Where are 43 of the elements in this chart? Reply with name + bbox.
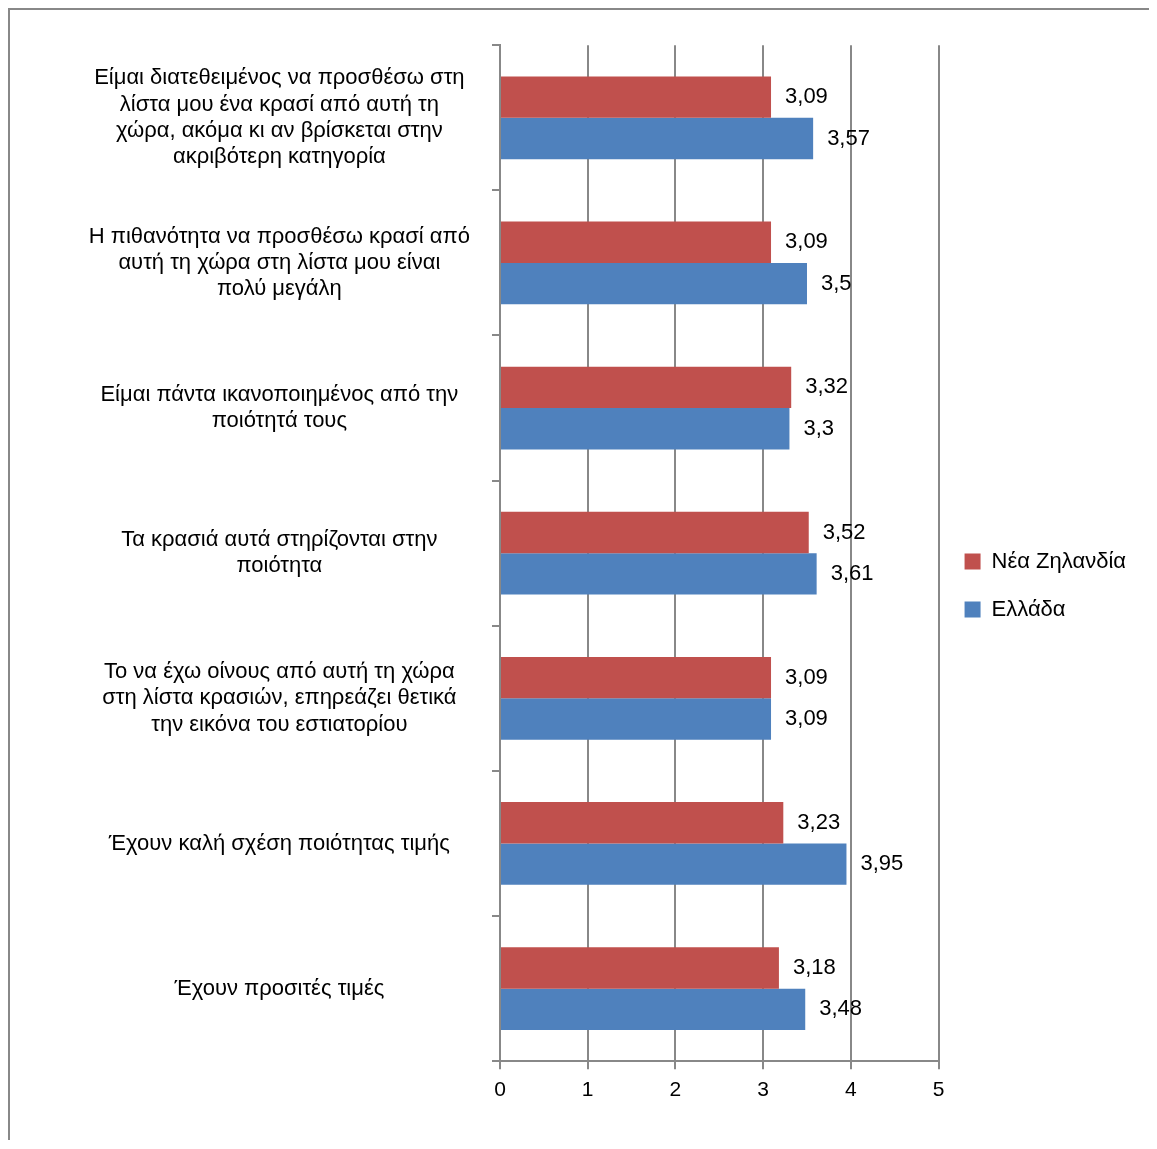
legend-label: Νέα Ζηλανδία — [991, 547, 1127, 573]
data-label: 3,09 — [785, 83, 828, 109]
bar — [501, 698, 772, 740]
bar — [501, 262, 807, 305]
bar — [501, 408, 790, 450]
data-label: 3,5 — [820, 269, 852, 295]
bar — [501, 843, 847, 885]
x-tick-label: 2 — [669, 1076, 682, 1100]
bar — [501, 802, 784, 844]
data-label: 3,18 — [792, 954, 836, 980]
bar — [501, 656, 772, 699]
bar — [501, 947, 779, 989]
x-tick-label: 1 — [581, 1076, 594, 1100]
data-label: 3,09 — [785, 663, 828, 689]
data-label: 3,32 — [805, 373, 849, 399]
y-tick-label: Έχουν προσιτές τιμές — [173, 974, 385, 1000]
legend-label: Ελλάδα — [991, 595, 1066, 621]
bar — [501, 553, 817, 595]
data-label: 3,48 — [819, 995, 863, 1021]
y-tick-label: Η πιθανότητα να προσθέσω κρασί από αυτή τη χώρα στη λίστα μου είναι πολύ μεγάλη — [88, 222, 470, 301]
y-tick-label: Είμαι πάντα ικανοποιημένος από την ποιότητά τους — [100, 380, 459, 433]
data-label: 3,61 — [830, 559, 874, 585]
data-label: 3,09 — [785, 228, 828, 254]
data-label: 3,09 — [785, 705, 828, 731]
data-label: 3,23 — [797, 808, 841, 834]
data-label: 3,3 — [803, 414, 835, 440]
x-tick-label: 4 — [845, 1076, 858, 1100]
y-tick-label: Έχουν καλή σχέση ποιότητας τιμής — [107, 829, 450, 855]
bar — [501, 221, 772, 263]
x-tick-label: 5 — [932, 1076, 945, 1100]
bar — [501, 76, 772, 118]
bar — [501, 988, 806, 1030]
y-tick-label: Το να έχω οίνους από αυτή τη χώρα στη λίστα κρασιών, επηρεάζει θετικά την εικόνα του εστιατορίου — [102, 658, 457, 736]
data-label: 3,57 — [827, 124, 870, 150]
x-tick-label: 3 — [757, 1076, 769, 1100]
y-tick-label: Είμαι διατεθειμένος να προσθέσω στη λίστα μου ένα κρασί από αυτή τη χώρα, ακόμα κι αν βρίσκεται στην ακριβότερη κατηγορία — [94, 64, 465, 169]
bar — [501, 511, 809, 554]
y-tick-label: Τα κρασιά αυτά στηρίζονται στην ποιότητα — [121, 526, 438, 578]
bar — [501, 117, 814, 160]
data-label: 3,52 — [822, 518, 866, 544]
x-tick-label: 0 — [494, 1076, 506, 1100]
bar — [501, 366, 792, 409]
data-label: 3,95 — [860, 850, 904, 876]
